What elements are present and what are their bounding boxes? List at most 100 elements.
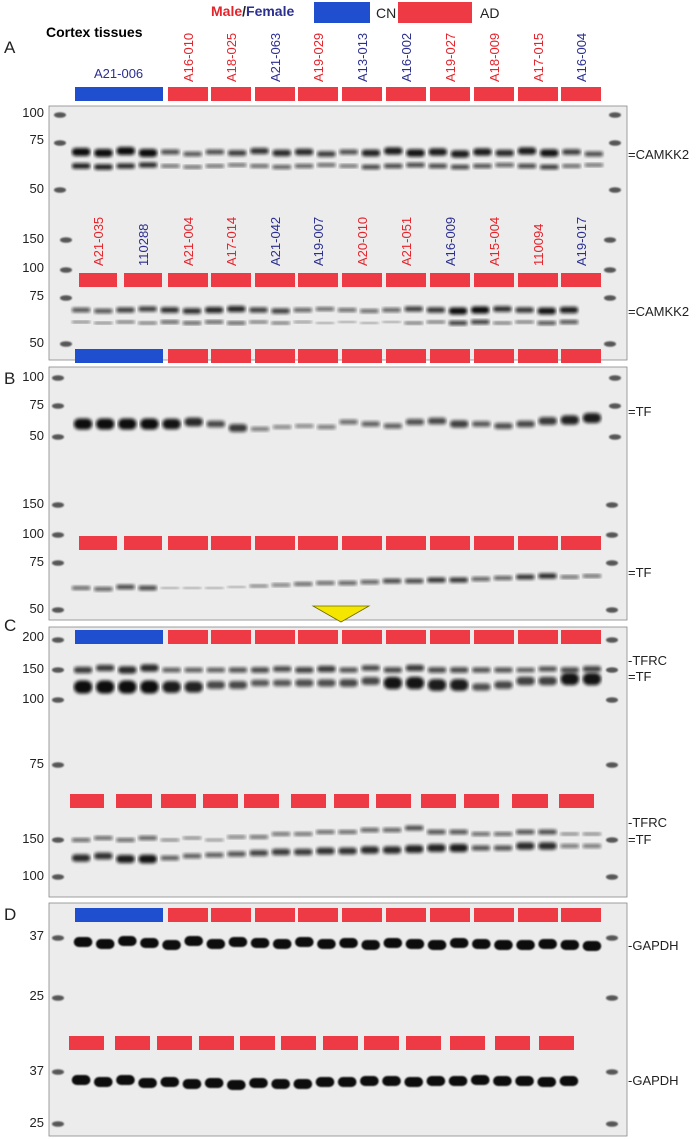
d-bot-ladder-mark	[52, 1069, 64, 1075]
gapdh-d-bot-band	[71, 1075, 91, 1085]
panel-letter-b: B	[4, 369, 15, 388]
tf-b-top-band	[228, 424, 248, 432]
gapdh-d-bot-band	[404, 1077, 424, 1087]
sample-label-a-top-a19-029: A19-029	[311, 33, 326, 82]
camkk2-a-bot2-band	[71, 321, 91, 323]
camkk2-a-bot-band	[315, 307, 335, 311]
c-top-ladder-mark	[52, 667, 64, 673]
a-bot-ladder-mark	[604, 267, 616, 273]
membrane-panel-d	[48, 902, 628, 1137]
tfrc-c-top-band	[118, 666, 137, 674]
camkk2-a-top-band	[450, 150, 470, 158]
tf-c-bot-band	[205, 852, 224, 858]
group-bar-c-bot-a20-010	[334, 794, 369, 808]
tf-c-top-band	[228, 681, 248, 689]
camkk2-a-top-band	[183, 151, 202, 157]
gapdh-d-top-band	[361, 940, 380, 950]
tfrc-c-bot-band	[427, 829, 446, 835]
group-bar-d-bot-a19-017	[539, 1036, 574, 1050]
membrane-panel-b	[48, 366, 628, 621]
figure-header-title: Cortex tissues	[46, 24, 143, 40]
tf-c-bot-band	[271, 848, 291, 856]
group-bar-a-top-a16-002	[386, 87, 426, 101]
camkk2-a-top-band	[294, 148, 314, 156]
tfrc-c-top-band	[383, 667, 403, 673]
tf-c-bot-band	[338, 847, 357, 855]
group-bar-b-top-a18-025	[211, 349, 251, 363]
mw-a-bot-150: 150	[22, 231, 44, 246]
camkk2-a-bot-band	[204, 307, 224, 313]
group-bar-a-top-a21-063	[255, 87, 295, 101]
tf-b-bot-band	[493, 576, 513, 580]
group-bar-c-top-a17-015	[518, 630, 558, 644]
camkk2-a-top-band	[71, 148, 91, 156]
b-bot-ladder-mark	[606, 607, 618, 613]
tf-b-bot-band	[205, 587, 224, 589]
tf-c-bot-band	[182, 853, 202, 859]
gapdh-d-top-band	[206, 939, 226, 949]
gapdh-d-bot-band	[382, 1076, 401, 1086]
mw-a-top-50: 50	[30, 181, 44, 196]
tfrc-c-bot-band	[116, 838, 135, 842]
gapdh-d-bot-band	[116, 1075, 135, 1085]
b-top-ladder-mark	[52, 375, 64, 381]
camkk2-a-bot2-band	[293, 321, 313, 323]
group-bar-c-bot-a21-051	[376, 794, 411, 808]
mw-d-top-37: 37	[30, 928, 44, 943]
tf-c-top-band	[95, 680, 115, 694]
camkk2-a-bot-band	[182, 308, 202, 314]
d-top-ladder-mark	[52, 995, 64, 1001]
tf-b-bot-band	[449, 577, 468, 583]
tf-b-bot-band	[538, 573, 557, 579]
group-bar-a-bot-a20-010	[342, 273, 382, 287]
camkk2-a-bot2-band	[559, 320, 579, 324]
tf-b-top-band	[405, 418, 425, 426]
tfrc-c-bot-band	[71, 838, 91, 842]
band-label-tfrc-c-top: -TFRC	[628, 653, 667, 668]
group-bar-d-top-a16-002	[386, 908, 426, 922]
camkk2-a-top2-band	[94, 164, 113, 170]
group-bar-d-bot-a21-051	[364, 1036, 399, 1050]
camkk2-a-bot-band	[448, 307, 468, 315]
group-bar-b-top-a16-004	[561, 349, 601, 363]
tfrc-c-bot-band	[493, 832, 513, 836]
band-label-tf-bottom: =TF	[628, 565, 652, 580]
a-top-ladder-mark	[54, 112, 66, 118]
group-bar-c-top-a13-013	[342, 630, 382, 644]
gapdh-d-bot-band	[249, 1078, 268, 1088]
tf-c-top-band	[361, 677, 380, 685]
gapdh-d-top-band	[73, 937, 93, 947]
tfrc-c-bot-band	[205, 838, 224, 842]
group-bar-b-bot-a21-035	[79, 536, 117, 550]
tf-b-bot-band	[249, 584, 269, 588]
group-bar-b-bot-110288	[124, 536, 162, 550]
tf-b-top-band	[206, 420, 226, 428]
group-bar-b-bot-a19-017	[561, 536, 601, 550]
tf-c-top-band	[405, 676, 425, 690]
tfrc-c-top-band	[472, 667, 491, 673]
group-bar-c-top-a18-009	[474, 630, 514, 644]
c-top-ladder-mark	[606, 637, 618, 643]
camkk2-a-bot2-band	[515, 320, 534, 324]
mw-d-top-25: 25	[30, 988, 44, 1003]
c-top-ladder-mark	[606, 762, 618, 768]
group-bar-d-top-a18-025	[211, 908, 251, 922]
gapdh-d-bot-band	[204, 1078, 224, 1088]
a-bot-ladder-mark	[604, 237, 616, 243]
a-top-ladder-mark	[609, 187, 621, 193]
camkk2-a-top2-band	[428, 163, 448, 169]
d-bot-ladder-mark	[606, 1069, 618, 1075]
gapdh-d-top-band	[339, 938, 358, 948]
gapdh-d-top-band	[427, 940, 447, 950]
tf-c-top-band	[538, 676, 557, 686]
group-bar-a-bot-a21-051	[386, 273, 426, 287]
tfrc-c-top-band	[582, 666, 602, 672]
gapdh-d-bot-band	[559, 1076, 579, 1086]
camkk2-a-top-band	[539, 149, 559, 157]
group-bar-d-top-a16-010	[168, 908, 208, 922]
gapdh-d-bot-band	[93, 1077, 113, 1087]
tf-c-bot-band	[160, 855, 180, 861]
mw-a-top-100: 100	[22, 105, 44, 120]
group-bar-c-bot-a21-035	[70, 794, 104, 808]
sample-label-a-top-a21-063: A21-063	[268, 33, 283, 82]
